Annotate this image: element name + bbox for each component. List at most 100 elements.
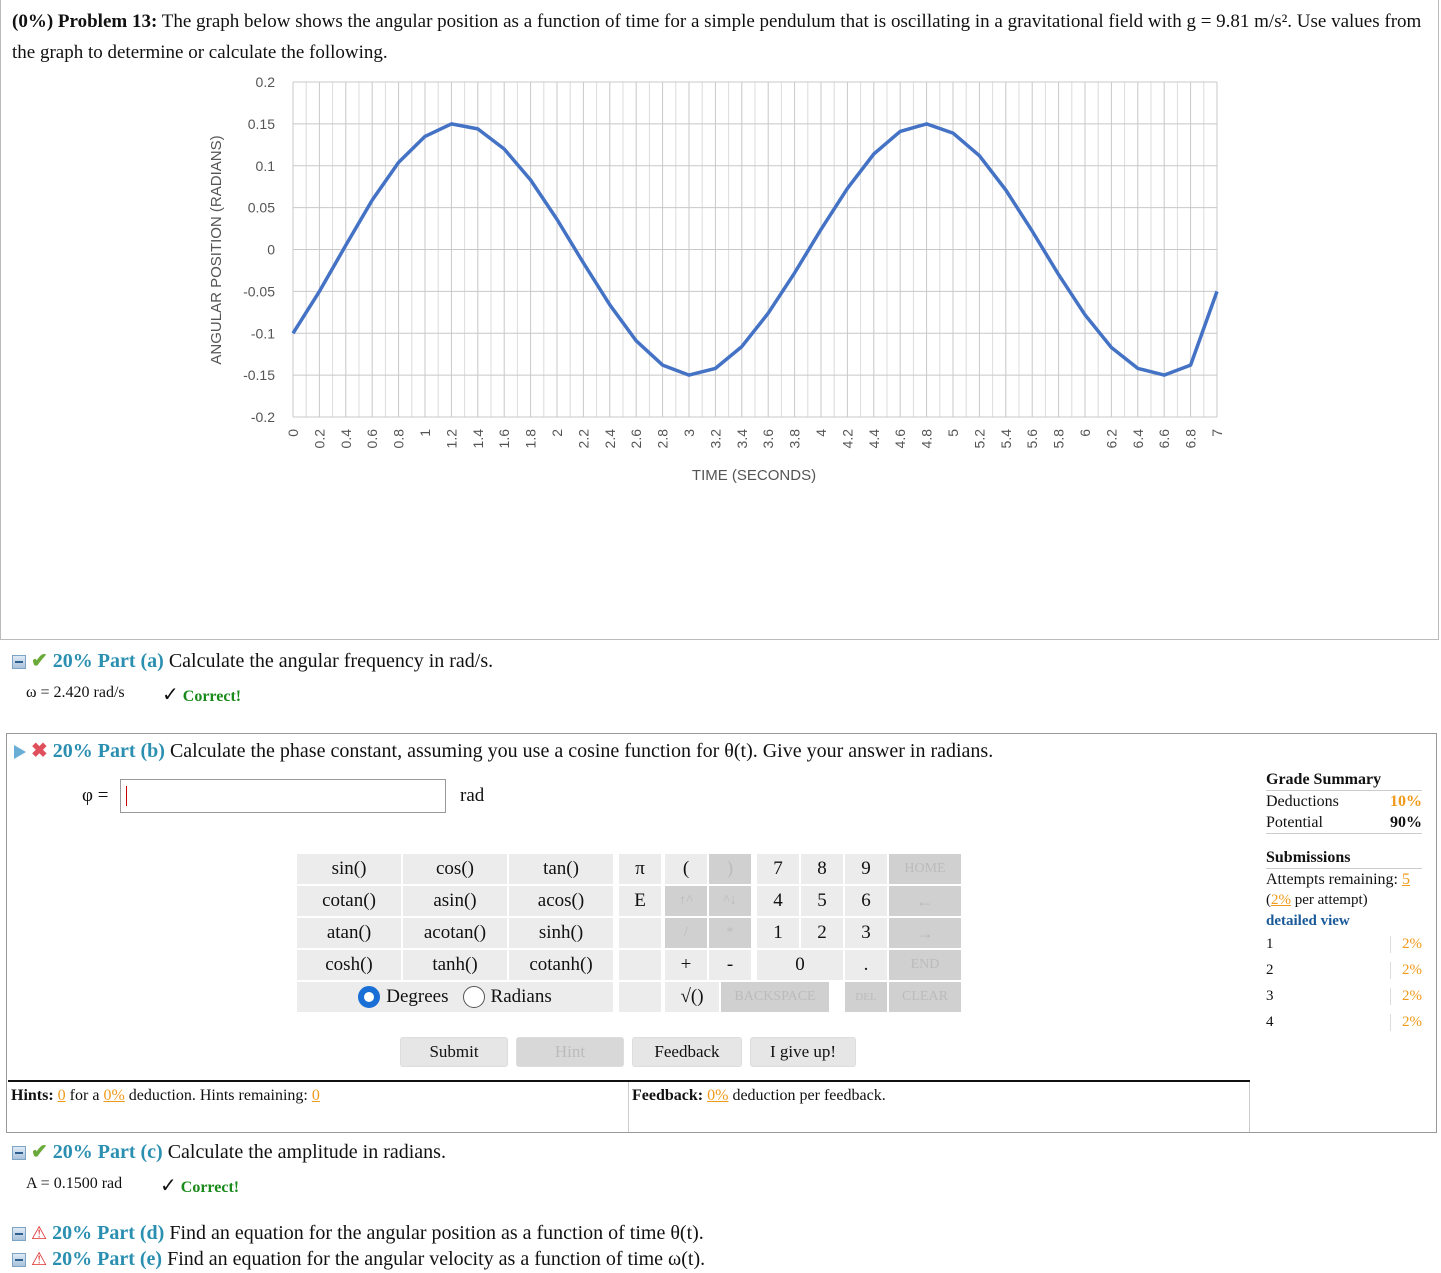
collapse-icon[interactable] [12, 1253, 26, 1268]
pi-key[interactable]: π [618, 853, 662, 885]
x-tick-label: 0.8 [391, 429, 407, 449]
part-a-percent: 20% Part (a) [52, 650, 164, 672]
right-arrow-key[interactable]: → [888, 917, 962, 949]
left-paren-key[interactable]: ( [664, 853, 708, 885]
up-key[interactable]: ↑^ [664, 885, 708, 917]
cotanh-key[interactable]: cotanh() [508, 949, 614, 981]
part-b-panel [6, 733, 1437, 1133]
y-tick-label: -0.05 [243, 283, 275, 299]
part-a-text: Calculate the angular frequency in rad/s… [168, 650, 494, 672]
part-a-answer: ω = 2.420 rad/s [26, 684, 125, 701]
digit-9-key[interactable]: 9 [844, 853, 888, 885]
problem-text: The graph below shows the angular positi… [12, 11, 1422, 63]
digit-1-key[interactable]: 1 [756, 917, 800, 949]
y-tick-labels: 0.2 0.15 0.1 0.05 0 -0.05 -0.1 -0.15 -0.2 [243, 74, 275, 425]
correct-check-icon: ✓ [160, 1175, 177, 1197]
degrees-label: Degrees [386, 986, 449, 1007]
radians-radio[interactable] [462, 986, 485, 1008]
end-key[interactable]: END [888, 949, 962, 981]
digit-8-key[interactable]: 8 [800, 853, 844, 885]
right-paren-key[interactable]: ) [708, 853, 752, 885]
potential-value: 90% [1390, 814, 1422, 831]
x-tick-label: 4.2 [839, 429, 855, 449]
clear-key[interactable]: CLEAR [888, 981, 962, 1013]
sin-key[interactable]: sin() [296, 853, 402, 885]
left-arrow-key[interactable]: ← [888, 885, 962, 917]
x-tick-label: 6.6 [1156, 429, 1172, 449]
part-c-header: ✔ 20% Part (c) Calculate the amplitude i… [12, 1139, 446, 1164]
attempts-label: Attempts remaining: [1266, 871, 1398, 888]
acotan-key[interactable]: acotan() [402, 917, 508, 949]
collapse-icon[interactable] [12, 1227, 26, 1242]
deductions-label: Deductions [1266, 793, 1339, 810]
sqrt-key[interactable]: √() [664, 981, 720, 1013]
submit-button[interactable]: Submit [400, 1037, 508, 1067]
potential-label: Potential [1266, 814, 1323, 831]
hints-for-a: for a [69, 1087, 100, 1104]
detailed-view-link[interactable]: detailed view [1266, 913, 1350, 929]
cotan-key[interactable]: cotan() [296, 885, 402, 917]
warning-icon: ⚠ [31, 1249, 48, 1269]
give-up-button[interactable]: I give up! [750, 1037, 856, 1067]
degrees-radio[interactable] [358, 986, 381, 1008]
hints-count: 0 [57, 1087, 66, 1104]
x-tick-label: 5.4 [998, 429, 1014, 449]
multiply-key[interactable]: * [708, 917, 752, 949]
tan-key[interactable]: tan() [508, 853, 614, 885]
x-tick-label: 2.8 [655, 429, 671, 449]
x-tick-label: 6.4 [1130, 429, 1146, 449]
digit-7-key[interactable]: 7 [756, 853, 800, 885]
x-tick-label: 2.4 [602, 429, 618, 449]
y-axis-label: ANGULAR POSITION (RADIANS) [208, 135, 225, 364]
attempts-list: 1 2% 2 2% 3 2% 4 2% [1266, 932, 1422, 1036]
decimal-key[interactable]: . [844, 949, 888, 981]
backspace-key[interactable]: BACKSPACE [720, 981, 830, 1013]
check-icon: ✔ [31, 1141, 48, 1163]
home-key[interactable]: HOME [888, 853, 962, 885]
attempt-row: 1 2% [1266, 936, 1422, 953]
hint-button[interactable]: Hint [516, 1037, 624, 1067]
e-key[interactable]: E [618, 885, 662, 917]
sinh-key[interactable]: sinh() [508, 917, 614, 949]
del-key[interactable]: DEL [844, 981, 888, 1013]
divide-key[interactable]: / [664, 917, 708, 949]
x-tick-label: 4 [813, 429, 829, 437]
x-tick-label: 4.6 [892, 429, 908, 449]
x-tick-label: 2.2 [575, 429, 591, 449]
part-a-status: ✓ Correct! [162, 682, 241, 707]
digit-0-key[interactable]: 0 [756, 949, 844, 981]
y-tick-label: 0.15 [248, 116, 275, 132]
submissions-title: Submissions [1266, 848, 1422, 869]
y-tick-label: -0.1 [251, 325, 275, 341]
attempts-remaining: Attempts remaining: 5 [1266, 869, 1422, 890]
cosh-key[interactable]: cosh() [296, 949, 402, 981]
asin-key[interactable]: asin() [402, 885, 508, 917]
feedback-right-border [1249, 1082, 1250, 1132]
digit-5-key[interactable]: 5 [800, 885, 844, 917]
phase-constant-input[interactable] [120, 779, 446, 813]
minus-key[interactable]: - [708, 949, 752, 981]
cos-key[interactable]: cos() [402, 853, 508, 885]
x-tick-label: 4.8 [919, 429, 935, 449]
digit-2-key[interactable]: 2 [800, 917, 844, 949]
x-tick-label: 0.6 [364, 429, 380, 449]
per-attempt-text: per attempt) [1294, 892, 1368, 908]
collapse-icon[interactable] [12, 1146, 26, 1161]
collapse-icon[interactable] [12, 655, 26, 670]
plus-key[interactable]: + [664, 949, 708, 981]
atan-key[interactable]: atan() [296, 917, 402, 949]
expand-icon[interactable] [14, 745, 26, 760]
attempts-value: 5 [1401, 871, 1410, 888]
feedback-text: deduction per feedback. [732, 1087, 886, 1104]
digit-3-key[interactable]: 3 [844, 917, 888, 949]
digit-4-key[interactable]: 4 [756, 885, 800, 917]
feedback-button[interactable]: Feedback [632, 1037, 742, 1067]
part-a-status-text: Correct! [182, 688, 242, 705]
feedback-deduction: 0% [707, 1087, 729, 1104]
down-key[interactable]: ^↓ [708, 885, 752, 917]
tanh-key[interactable]: tanh() [402, 949, 508, 981]
acos-key[interactable]: acos() [508, 885, 614, 917]
digit-6-key[interactable]: 6 [844, 885, 888, 917]
attempt-row: 4 2% [1266, 1014, 1422, 1031]
part-d-text: Find an equation for the angular positio… [169, 1222, 704, 1244]
